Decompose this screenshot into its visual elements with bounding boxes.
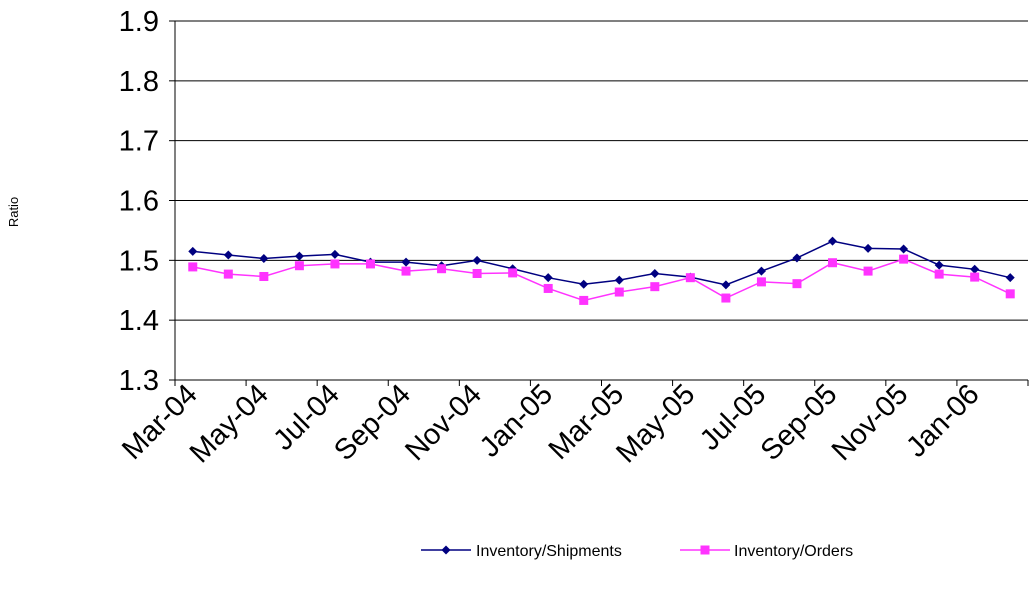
x-tick-label: Sep-05 [755, 378, 844, 467]
data-point [650, 282, 660, 292]
x-tick-label: May-04 [184, 378, 275, 469]
data-point [970, 272, 980, 282]
x-tick-label: May-05 [610, 378, 701, 469]
data-point [472, 255, 482, 265]
data-point [899, 254, 909, 264]
data-point [650, 268, 660, 278]
data-point [899, 244, 909, 254]
y-tick-label: 1.9 [119, 6, 159, 38]
x-tick-label: Nov-04 [399, 378, 488, 467]
data-point [792, 253, 802, 263]
data-point [863, 266, 873, 276]
data-point [259, 254, 269, 264]
data-point [863, 243, 873, 253]
series-line [192, 258, 1011, 302]
data-point [685, 273, 695, 283]
y-axis-ticks: 1.3 1.4 1.5 1.6 1.7 1.8 1.9 [119, 6, 175, 397]
data-point [614, 287, 624, 297]
x-axis-ticks: Mar-04May-04Jul-04Sep-04Nov-04Jan-05Mar-… [116, 378, 1029, 469]
data-point [700, 545, 710, 555]
y-tick-label: 1.5 [119, 245, 159, 277]
data-point [1005, 289, 1015, 299]
data-point [401, 257, 411, 267]
data-point [792, 279, 802, 289]
legend-item: Inventory/Orders [680, 543, 853, 560]
x-tick-label: Sep-04 [328, 378, 417, 467]
data-point [934, 269, 944, 279]
x-tick-label: Jan-05 [474, 378, 559, 463]
data-point [188, 246, 198, 256]
series-line [192, 240, 1011, 286]
data-point [614, 275, 624, 285]
data-point [934, 260, 944, 270]
data-point [401, 266, 411, 276]
y-tick-label: 1.7 [119, 126, 159, 158]
series-group [188, 236, 1015, 305]
data-point [756, 266, 766, 276]
legend-item: Inventory/Shipments [421, 543, 622, 560]
data-point [188, 262, 198, 272]
y-tick-label: 1.6 [119, 186, 159, 218]
data-point [543, 273, 553, 283]
data-point [970, 264, 980, 274]
data-point [437, 264, 447, 274]
data-point [330, 259, 340, 269]
gridlines [174, 20, 1028, 381]
data-point [441, 545, 451, 555]
data-point [294, 251, 304, 261]
data-point [756, 277, 766, 287]
data-point [259, 271, 269, 281]
y-axis-title: Ratio [6, 197, 21, 227]
legend-label: Inventory/Orders [734, 543, 853, 560]
data-point [579, 295, 589, 305]
data-point [1005, 273, 1015, 283]
legend: Inventory/Shipments Inventory/Orders [421, 543, 853, 560]
y-tick-label: 1.3 [119, 365, 159, 397]
data-point [721, 280, 731, 290]
x-tick-label: Jan-06 [900, 378, 985, 463]
legend-label: Inventory/Shipments [476, 543, 622, 560]
data-point [579, 279, 589, 289]
data-point [543, 283, 553, 293]
data-point [330, 249, 340, 259]
data-point [508, 268, 518, 278]
x-tick-label: Nov-05 [826, 378, 915, 467]
data-point [472, 268, 482, 278]
data-point [294, 261, 304, 271]
data-point [223, 269, 233, 279]
data-point [721, 293, 731, 303]
y-tick-label: 1.8 [119, 66, 159, 98]
data-point [828, 258, 838, 268]
data-point [365, 259, 375, 269]
data-point [223, 250, 233, 260]
data-point [828, 236, 838, 246]
y-tick-label: 1.4 [119, 305, 159, 337]
series-2 [188, 254, 1015, 305]
